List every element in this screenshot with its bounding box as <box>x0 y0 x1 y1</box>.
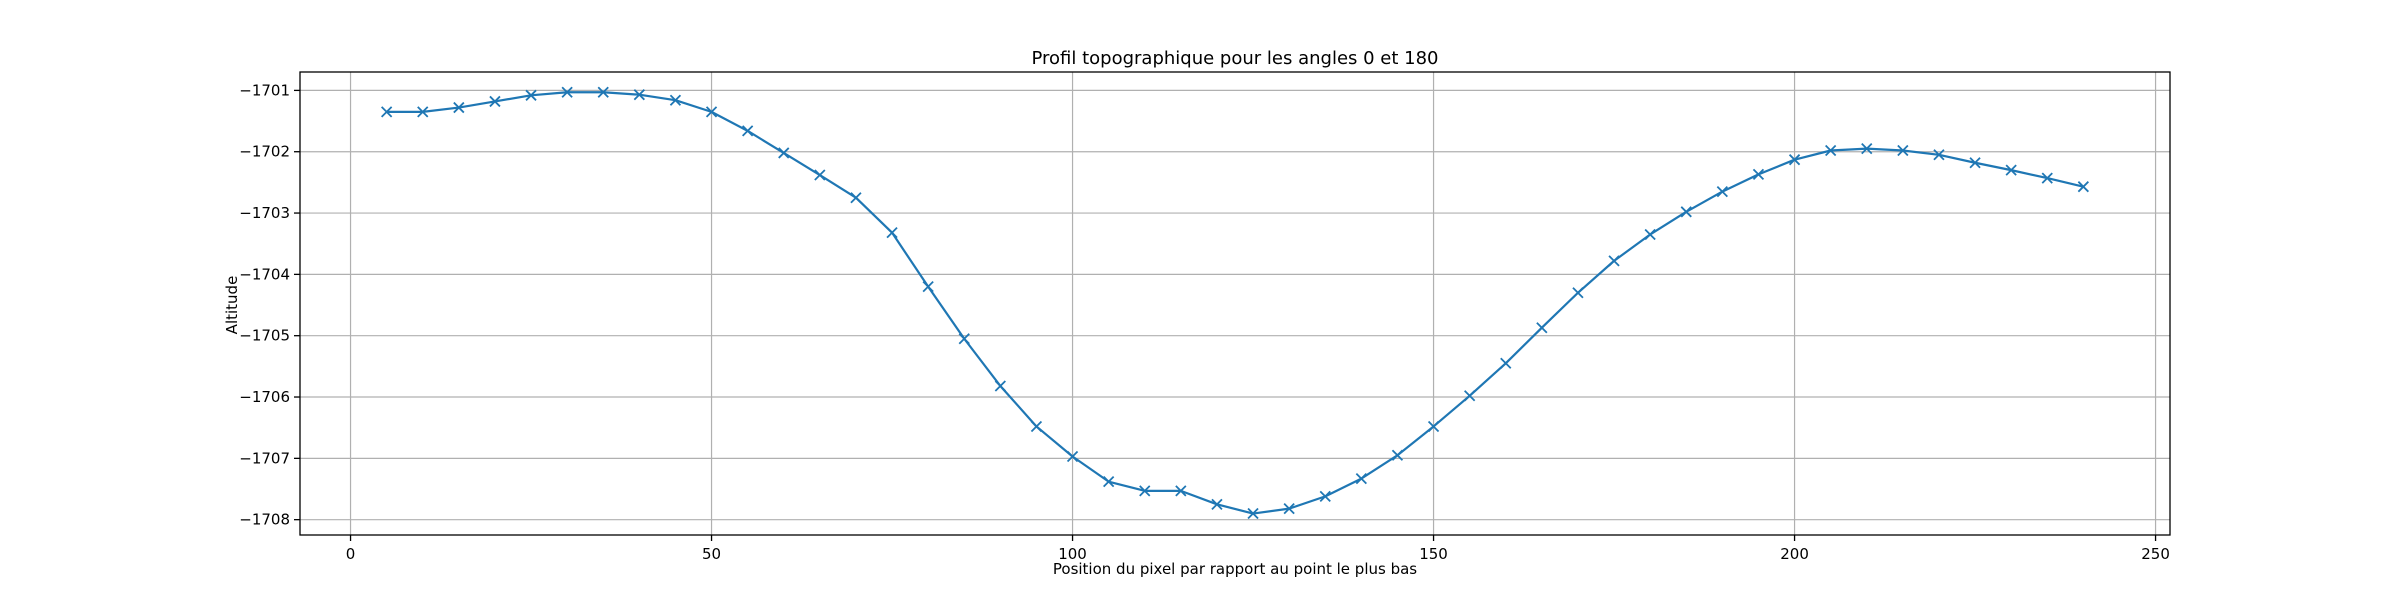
chart-title: Profil topographique pour les angles 0 e… <box>1031 48 1438 69</box>
x-tick-label-2: 100 <box>1058 545 1087 563</box>
data-point <box>1752 168 1765 181</box>
data-point <box>1319 490 1331 503</box>
x-axis-label: Position du pixel par rapport au point l… <box>1053 560 1417 578</box>
data-point <box>1211 498 1223 510</box>
data-point <box>2041 172 2053 184</box>
data-point <box>1247 507 1259 520</box>
data-point <box>958 333 970 345</box>
data-point <box>1391 449 1404 461</box>
series-layer <box>381 86 2089 520</box>
y-tick-label-2: −1706 <box>239 388 290 406</box>
data-point <box>886 227 898 239</box>
data-point <box>1066 450 1079 463</box>
axes: 0 50 100 150 200 250 −1708 −1707 −1706 −1705 −1704… <box>239 71 2171 563</box>
data-point <box>2005 164 2017 176</box>
data-point <box>1969 157 1981 169</box>
data-point <box>1788 154 1801 166</box>
data-point <box>1825 144 1837 157</box>
data-point <box>1608 255 1620 267</box>
y-tick-label-1: −1707 <box>239 449 290 467</box>
x-tick-label-1: 50 <box>702 545 721 563</box>
data-point <box>489 95 501 108</box>
data-point <box>597 86 609 98</box>
y-tick-label-0: −1708 <box>239 511 290 529</box>
data-point <box>1103 476 1115 488</box>
data-point <box>1644 228 1656 241</box>
data-point <box>1680 206 1692 218</box>
y-tick-label-6: −1702 <box>239 143 290 161</box>
plot-frame <box>299 71 2171 536</box>
data-point <box>669 94 682 106</box>
y-tick-label-7: −1701 <box>239 81 290 99</box>
data-point <box>705 106 718 118</box>
data-point <box>561 86 573 98</box>
data-point <box>1175 485 1187 497</box>
x-tick-label-0: 0 <box>346 545 356 563</box>
data-point <box>1500 357 1512 369</box>
series-line-0 <box>386 91 2084 515</box>
x-tick-label-5: 250 <box>2141 545 2170 563</box>
data-point <box>922 280 934 293</box>
y-tick-label-3: −1705 <box>239 327 290 345</box>
data-point <box>1897 144 1909 157</box>
x-tick-label-4: 200 <box>1780 545 1809 563</box>
data-point <box>1716 185 1728 198</box>
y-axis-label: Altitude <box>223 276 241 335</box>
data-point <box>1355 472 1367 485</box>
data-point <box>778 147 790 159</box>
data-point <box>1283 502 1295 515</box>
data-point <box>453 101 465 114</box>
data-point <box>994 380 1006 392</box>
y-tick-label-4: −1704 <box>239 265 290 283</box>
data-point <box>1427 420 1440 433</box>
data-point <box>742 125 754 137</box>
x-tick-label-3: 150 <box>1419 545 1448 563</box>
data-point <box>417 106 429 118</box>
data-point <box>1861 143 1873 155</box>
data-point <box>814 169 826 181</box>
data-point <box>1536 322 1548 334</box>
data-point <box>850 192 862 204</box>
data-point <box>1464 390 1476 402</box>
y-tick-label-5: −1703 <box>239 204 290 222</box>
data-point <box>381 106 393 118</box>
data-point <box>633 89 645 101</box>
grid <box>300 72 2170 535</box>
data-point <box>1139 485 1151 497</box>
data-point <box>1572 287 1584 299</box>
data-point <box>525 89 537 101</box>
data-point <box>1933 149 1945 161</box>
data-point <box>2077 181 2089 193</box>
data-point <box>1030 420 1043 433</box>
